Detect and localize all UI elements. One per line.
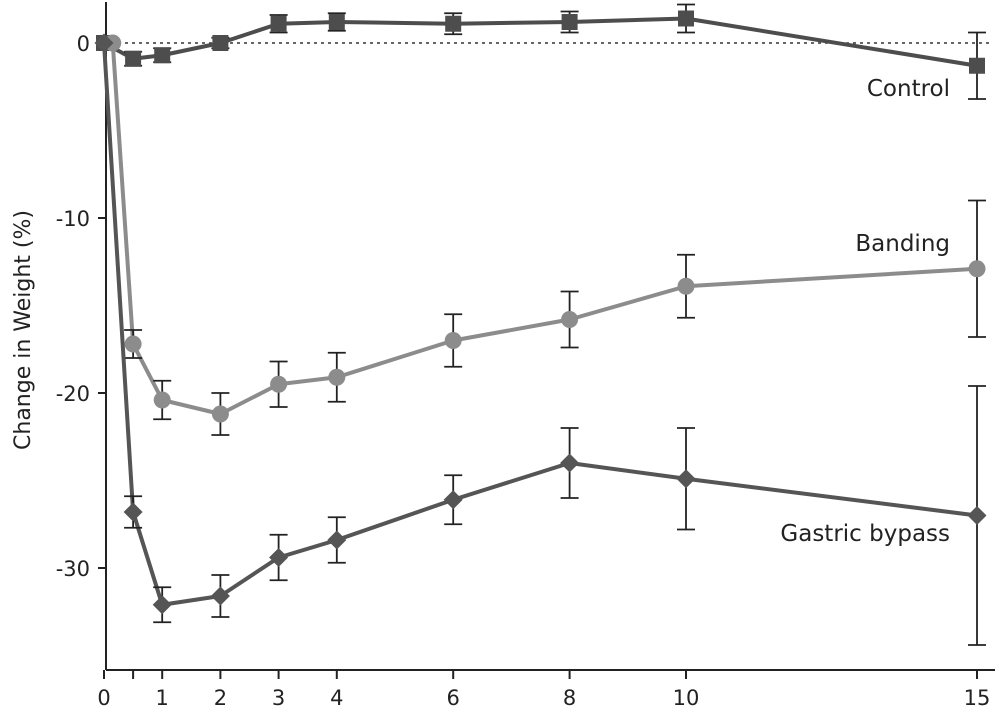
data-point <box>967 506 987 525</box>
data-point <box>270 15 287 32</box>
data-point <box>327 530 347 550</box>
data-point <box>212 35 229 51</box>
data-point <box>154 47 171 64</box>
x-tick-label: 6 <box>447 686 460 710</box>
data-point <box>123 502 143 522</box>
x-tick-label: 0 <box>97 686 110 710</box>
series-gastric-bypass <box>94 33 987 646</box>
label-control: Control <box>867 76 950 102</box>
data-point <box>443 490 463 510</box>
series-banding <box>104 34 986 436</box>
y-ticks: 0 -10 -20 -30 <box>56 32 106 581</box>
y-tick-label: -10 <box>56 207 90 231</box>
data-point <box>94 33 114 53</box>
series-line <box>102 42 978 607</box>
data-point <box>561 311 579 328</box>
series-layer <box>94 3 987 646</box>
data-point <box>677 277 695 295</box>
y-tick-label: -30 <box>56 557 90 581</box>
y-tick-label: 0 <box>77 32 90 56</box>
data-point <box>328 368 346 386</box>
x-tick-label: 10 <box>673 686 700 710</box>
series-control <box>96 3 986 100</box>
x-ticks: 0 1 2 3 4 6 8 10 15 <box>97 670 990 710</box>
data-point <box>676 469 696 489</box>
data-point <box>211 405 229 423</box>
x-tick-label: 15 <box>964 686 991 710</box>
label-banding: Banding <box>855 231 950 257</box>
data-point <box>269 548 289 567</box>
y-tick-label: -20 <box>56 382 90 406</box>
data-point <box>125 50 142 67</box>
data-point <box>153 391 171 409</box>
data-point <box>328 14 345 30</box>
axes <box>105 2 995 671</box>
data-point <box>444 332 462 349</box>
data-point <box>445 15 462 32</box>
data-point <box>210 586 230 606</box>
data-point <box>152 595 172 615</box>
data-point <box>560 453 580 473</box>
x-tick-label: 4 <box>330 686 343 710</box>
data-point <box>678 10 694 27</box>
data-point <box>969 57 985 74</box>
series-line <box>110 42 978 416</box>
data-point <box>270 375 288 393</box>
x-tick-label: 1 <box>156 686 169 710</box>
x-tick-label: 8 <box>563 686 576 710</box>
data-point <box>561 14 578 30</box>
label-gastric-bypass: Gastric bypass <box>780 521 950 547</box>
y-axis-title: Change in Weight (%) <box>11 210 36 450</box>
data-point <box>968 260 986 278</box>
data-point <box>124 335 142 353</box>
x-tick-label: 2 <box>214 686 227 710</box>
x-tick-label: 3 <box>272 686 285 710</box>
series-line <box>103 16 978 68</box>
